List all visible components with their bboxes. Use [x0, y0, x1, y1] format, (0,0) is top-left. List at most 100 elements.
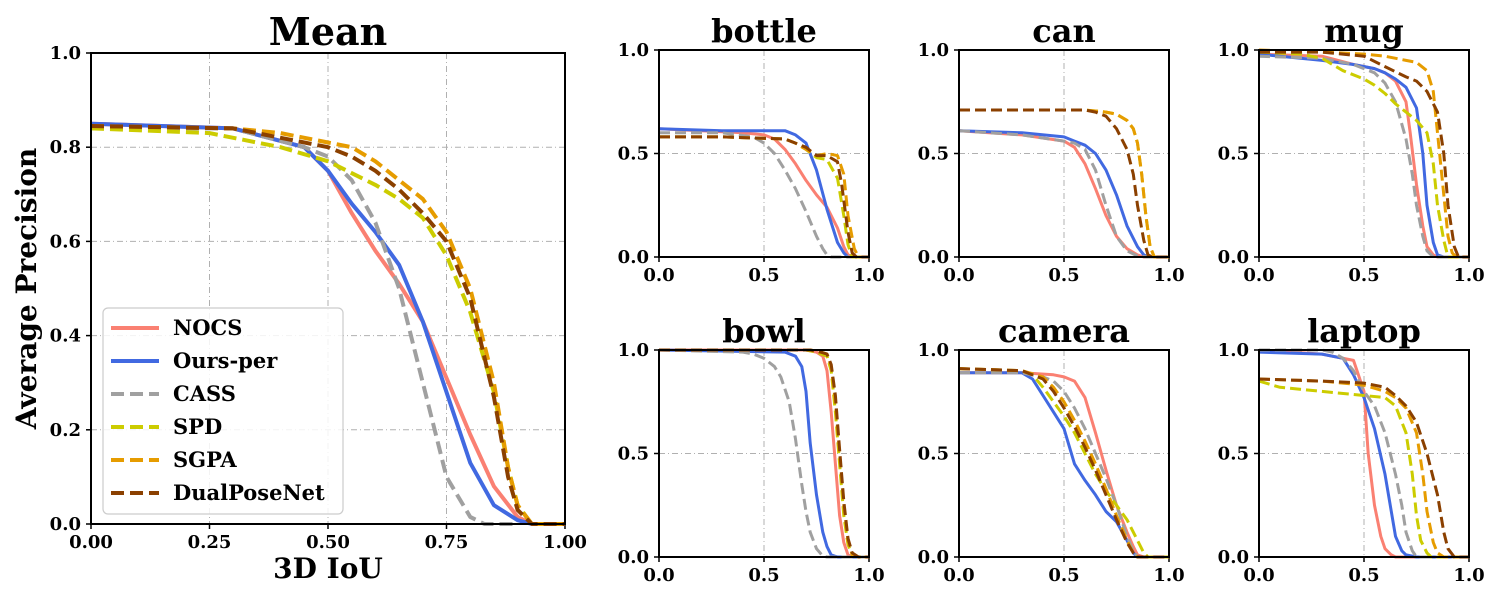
- x-tick-label: 1.0: [853, 265, 884, 286]
- plot-frame: [1258, 349, 1470, 558]
- plot-frame: [658, 349, 870, 558]
- legend-label-ours-per: Ours-per: [173, 348, 278, 373]
- legend-label-dualposenet: DualPoseNet: [173, 480, 325, 505]
- y-tick-label: 0.4: [50, 326, 81, 347]
- x-tick-label: 0.00: [69, 532, 113, 553]
- panel-title-can: can: [1032, 12, 1095, 50]
- series-line-ours-per: [91, 121, 565, 526]
- series-line-sgpa: [1259, 377, 1469, 559]
- series-line-sgpa: [659, 135, 869, 259]
- plot-frame: [90, 52, 566, 525]
- y-tick-label: 0.0: [918, 247, 949, 268]
- series-line-cass: [1259, 348, 1469, 559]
- legend-box: [102, 307, 344, 515]
- y-tick-label: 0.0: [50, 514, 81, 535]
- x-tick-label: 0.5: [1348, 265, 1379, 286]
- x-tick-label: 1.0: [1153, 565, 1184, 586]
- panel-title-bottle: bottle: [711, 12, 817, 50]
- y-tick-label: 0.5: [918, 444, 949, 465]
- x-tick-label: 1.0: [1153, 265, 1184, 286]
- x-tick-label: 1.0: [1453, 565, 1484, 586]
- series-line-dualposenet: [959, 108, 1169, 259]
- panel-bottle: bottle 0.0 0.5 1.0 0.0 0.5 1.0: [618, 12, 885, 286]
- plot-frame: [958, 349, 1170, 558]
- series-line-dualposenet: [1259, 50, 1469, 259]
- panel-laptop: laptop 0.0 0.5 1.0 0.0 0.5 1.0: [1218, 312, 1485, 586]
- series-line-cass: [659, 348, 869, 559]
- y-tick-label: 0.5: [1218, 144, 1249, 165]
- y-tick-label: 0.5: [618, 144, 649, 165]
- panel-mug: mug 0.0 0.5 1.0 0.0 0.5 1.0: [1218, 12, 1485, 286]
- series-line-cass: [959, 129, 1169, 259]
- x-axis-label: 3D IoU: [273, 552, 383, 585]
- y-tick-label: 0.6: [50, 231, 81, 252]
- x-tick-label: 0.0: [943, 265, 974, 286]
- legend: NOCS Ours-per CASS SPD SGPA DualPoseNet: [102, 307, 344, 515]
- y-tick-label: 0.0: [618, 547, 649, 568]
- plot-frame: [1258, 49, 1470, 258]
- x-tick-label: 1.0: [1453, 265, 1484, 286]
- x-tick-label: 0.5: [1348, 565, 1379, 586]
- series-line-dualposenet: [659, 348, 869, 559]
- series-line-dualposenet: [959, 367, 1169, 559]
- panel-title-camera: camera: [998, 312, 1130, 350]
- legend-label-spd: SPD: [173, 414, 222, 439]
- x-tick-label: 0.0: [643, 565, 674, 586]
- x-tick-label: 0.5: [1048, 565, 1079, 586]
- panel-title-mean: Mean: [269, 9, 388, 54]
- x-tick-label: 0.75: [425, 532, 469, 553]
- plot-frame: [958, 49, 1170, 258]
- x-tick-label: 0.50: [306, 532, 350, 553]
- y-tick-label: 1.0: [1218, 340, 1249, 361]
- y-axis-label: Average Precision: [10, 148, 43, 430]
- y-tick-label: 0.0: [918, 547, 949, 568]
- series-line-ours-per: [659, 127, 869, 259]
- panel-title-mug: mug: [1324, 12, 1404, 50]
- x-tick-label: 1.00: [543, 532, 587, 553]
- legend-label-sgpa: SGPA: [173, 447, 237, 472]
- series-line-spd: [959, 367, 1169, 559]
- y-tick-label: 0.0: [618, 247, 649, 268]
- series-line-dualposenet: [659, 135, 869, 259]
- series-line-nocs: [659, 348, 869, 559]
- y-tick-label: 0.5: [618, 444, 649, 465]
- x-tick-label: 0.0: [1243, 565, 1274, 586]
- x-tick-label: 0.0: [643, 265, 674, 286]
- legend-label-nocs: NOCS: [173, 315, 242, 340]
- x-tick-label: 0.0: [943, 565, 974, 586]
- panel-can: can 0.0 0.5 1.0 0.0 0.5 1.0: [918, 12, 1185, 286]
- y-tick-label: 1.0: [918, 40, 949, 61]
- x-tick-label: 0.5: [1048, 265, 1079, 286]
- x-tick-label: 0.5: [748, 265, 779, 286]
- panel-mean: Mean 0.00 0.25 0.50 0.75 1.00 0.0 0.2 0.4 0.6 0.8 1…: [10, 9, 587, 585]
- y-tick-label: 1.0: [618, 340, 649, 361]
- y-tick-label: 1.0: [918, 340, 949, 361]
- series-line-sgpa: [91, 124, 565, 526]
- series-line-nocs: [659, 127, 869, 259]
- panel-bowl: bowl 0.0 0.5 1.0 0.0 0.5 1.0: [618, 312, 885, 586]
- panel-camera: camera 0.0 0.5 1.0 0.0 0.5 1.0: [918, 312, 1185, 586]
- plot-frame: [658, 49, 870, 258]
- panel-title-laptop: laptop: [1307, 312, 1421, 350]
- x-tick-label: 0.5: [748, 565, 779, 586]
- y-tick-label: 0.5: [918, 144, 949, 165]
- x-tick-label: 1.0: [853, 565, 884, 586]
- y-tick-label: 0.0: [1218, 247, 1249, 268]
- y-tick-label: 0.5: [1218, 444, 1249, 465]
- panel-title-bowl: bowl: [722, 312, 805, 350]
- series-line-ours-per: [659, 348, 869, 559]
- x-tick-label: 0.25: [188, 532, 232, 553]
- y-tick-label: 0.8: [50, 137, 81, 158]
- y-tick-label: 1.0: [618, 40, 649, 61]
- y-tick-label: 1.0: [50, 43, 81, 64]
- y-tick-label: 0.0: [1218, 547, 1249, 568]
- y-tick-label: 0.2: [50, 420, 81, 441]
- y-tick-label: 1.0: [1218, 40, 1249, 61]
- series-line-sgpa: [959, 108, 1169, 259]
- series-line-cass: [659, 131, 869, 259]
- legend-label-cass: CASS: [173, 381, 236, 406]
- series-line-dualposenet: [1259, 377, 1469, 559]
- x-tick-label: 0.0: [1243, 265, 1274, 286]
- series-line-sgpa: [1259, 48, 1469, 259]
